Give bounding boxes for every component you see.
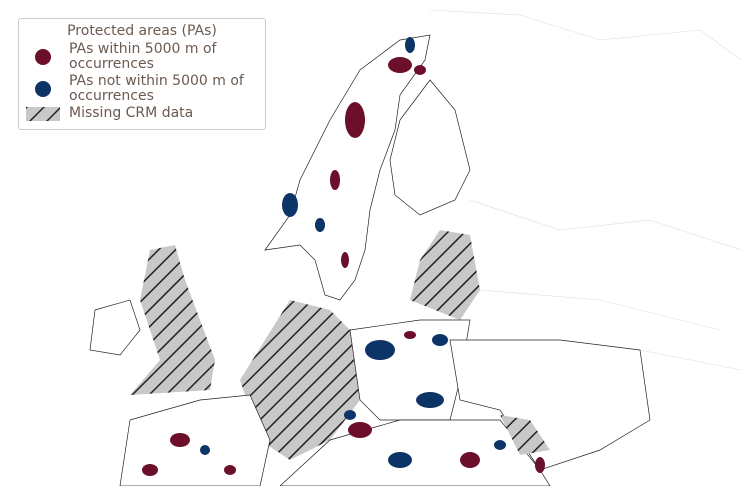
background-borders bbox=[429, 9, 741, 371]
swatch bbox=[35, 81, 51, 97]
legend-item: PAs within 5000 m of occurrences bbox=[25, 42, 259, 72]
swatch bbox=[26, 106, 60, 121]
legend: Protected areas (PAs) PAs within 5000 m … bbox=[18, 18, 266, 130]
legend-title: Protected areas (PAs) bbox=[67, 23, 217, 39]
swatch bbox=[35, 49, 51, 65]
pa-not-within bbox=[200, 37, 506, 468]
pa-within bbox=[142, 57, 545, 476]
legend-label: Missing CRM data bbox=[69, 105, 194, 121]
legend-label: PAs within 5000 m of occurrences bbox=[69, 41, 217, 72]
legend-item: PAs not within 5000 m of occurrences bbox=[25, 74, 259, 104]
legend-label: PAs not within 5000 m of occurrences bbox=[69, 73, 244, 104]
legend-item: Missing CRM data bbox=[25, 106, 259, 121]
